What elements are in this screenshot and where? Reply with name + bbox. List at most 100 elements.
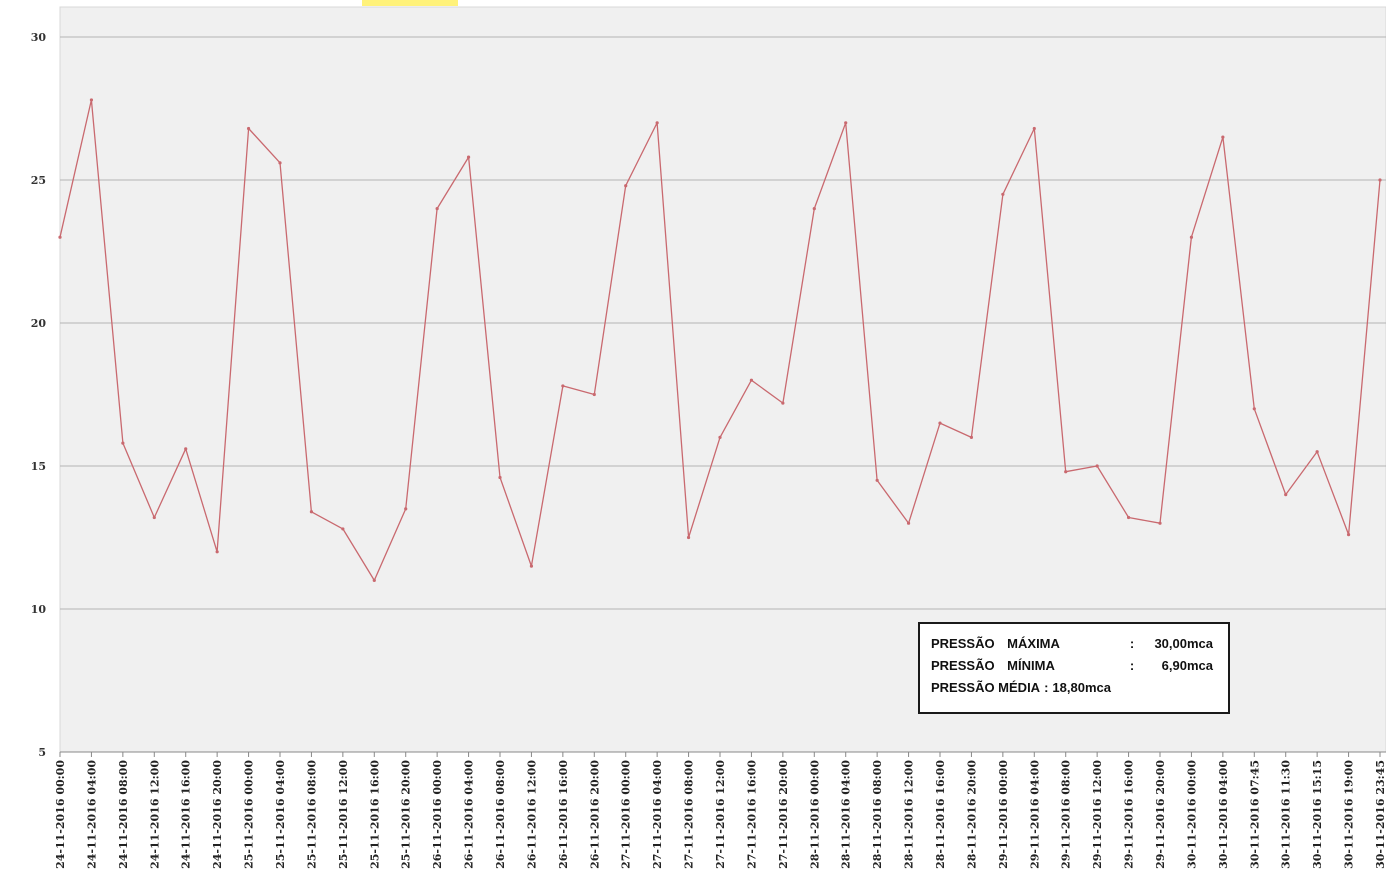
data-point — [435, 207, 439, 211]
data-point — [624, 184, 628, 188]
x-tick-label: 27-11-2016 16:00 — [745, 760, 758, 869]
x-tick-label: 27-11-2016 00:00 — [620, 760, 633, 869]
data-point — [1221, 135, 1225, 139]
data-point — [278, 161, 282, 165]
x-tick-label: 28-11-2016 08:00 — [871, 760, 884, 869]
y-tick-label: 15 — [31, 460, 46, 473]
x-tick-label: 24-11-2016 08:00 — [117, 760, 130, 869]
x-tick-label: 25-11-2016 00:00 — [243, 760, 256, 869]
x-tick-label: 30-11-2016 00:00 — [1185, 760, 1198, 869]
min-pressure-separator: : — [1129, 658, 1135, 673]
x-tick-label: 25-11-2016 20:00 — [400, 760, 413, 869]
y-tick-label: 25 — [31, 174, 46, 187]
max-pressure-value: 30,00mca — [1154, 636, 1213, 651]
x-tick-label: 30-11-2016 19:00 — [1343, 760, 1356, 869]
data-point — [781, 401, 785, 405]
data-point — [969, 435, 974, 439]
x-tick-label: 24-11-2016 04:00 — [85, 760, 98, 869]
x-tick-label: 30-11-2016 15:15 — [1311, 760, 1324, 869]
data-point — [246, 126, 251, 131]
x-tick-label: 25-11-2016 16:00 — [368, 760, 381, 869]
x-tick-label: 28-11-2016 00:00 — [808, 760, 821, 869]
x-tick-label: 29-11-2016 20:00 — [1154, 760, 1167, 869]
x-tick-label: 25-11-2016 04:00 — [274, 760, 287, 869]
data-point — [152, 515, 156, 520]
data-point — [89, 98, 94, 102]
data-point — [1001, 192, 1005, 196]
data-point — [529, 564, 534, 568]
data-point — [1095, 464, 1099, 468]
y-tick-label: 20 — [31, 317, 47, 330]
x-tick-label: 29-11-2016 16:00 — [1123, 760, 1136, 869]
data-point — [1032, 126, 1036, 131]
data-point — [844, 121, 848, 125]
x-tick-label: 30-11-2016 11:30 — [1280, 760, 1293, 869]
x-tick-label: 28-11-2016 16:00 — [934, 760, 947, 869]
data-point — [1189, 235, 1194, 239]
min-pressure-value: 6,90mca — [1161, 658, 1213, 673]
avg-pressure-value: 18,80mca — [1052, 680, 1111, 695]
x-tick-label: 26-11-2016 08:00 — [494, 760, 507, 869]
x-tick-label: 27-11-2016 12:00 — [714, 760, 727, 869]
x-tick-label: 30-11-2016 07:45 — [1248, 760, 1261, 869]
data-point — [686, 535, 691, 540]
data-point — [1252, 407, 1256, 411]
data-point — [906, 521, 911, 525]
avg-pressure-row: PRESSÃO MÉDIA : 18,80mca — [931, 677, 1218, 699]
avg-pressure-label: PRESSÃO MÉDIA — [931, 680, 1041, 695]
data-point — [812, 207, 816, 211]
data-point — [561, 384, 565, 388]
x-tick-label: 28-11-2016 20:00 — [965, 760, 978, 869]
x-tick-label: 24-11-2016 20:00 — [211, 760, 224, 869]
x-tick-label: 29-11-2016 00:00 — [997, 760, 1010, 869]
x-tick-label: 24-11-2016 16:00 — [180, 760, 193, 869]
x-tick-label: 25-11-2016 08:00 — [305, 760, 318, 869]
data-point — [215, 550, 219, 554]
data-point — [749, 378, 754, 382]
x-tick-label: 28-11-2016 12:00 — [903, 760, 916, 869]
x-tick-label: 26-11-2016 04:00 — [463, 760, 476, 869]
max-pressure-label: PRESSÃO MÁXIMA — [931, 636, 1060, 651]
data-point — [372, 578, 376, 583]
avg-pressure-separator: : — [1044, 680, 1049, 695]
x-tick-label: 27-11-2016 08:00 — [683, 760, 696, 869]
data-point — [404, 507, 408, 511]
data-point — [184, 447, 188, 451]
x-tick-label: 26-11-2016 12:00 — [525, 760, 538, 869]
data-point — [655, 121, 659, 125]
pressure-summary-box: PRESSÃO MÁXIMA : 30,00mca PRESSÃO MÍNIMA… — [918, 622, 1230, 714]
x-tick-label: 25-11-2016 12:00 — [337, 760, 350, 869]
data-point — [1378, 178, 1382, 182]
max-pressure-row: PRESSÃO MÁXIMA : 30,00mca — [931, 633, 1218, 655]
x-tick-label: 29-11-2016 08:00 — [1060, 760, 1073, 869]
data-point — [309, 510, 314, 514]
data-point — [341, 527, 345, 531]
x-tick-label: 29-11-2016 12:00 — [1091, 760, 1104, 869]
data-point — [466, 155, 471, 159]
data-point — [1064, 470, 1068, 474]
x-tick-label: 27-11-2016 04:00 — [651, 760, 664, 869]
data-point — [1346, 533, 1351, 537]
y-tick-label: 10 — [31, 603, 47, 616]
data-point — [1315, 450, 1319, 454]
y-tick-label: 5 — [38, 746, 46, 759]
y-tick-label: 30 — [31, 31, 47, 44]
data-point — [592, 392, 596, 397]
min-pressure-row: PRESSÃO MÍNIMA : 6,90mca — [931, 655, 1218, 677]
x-tick-label: 24-11-2016 00:00 — [54, 760, 67, 869]
data-point — [1284, 493, 1288, 497]
x-tick-label: 30-11-2016 23:45 — [1374, 760, 1386, 869]
x-tick-label: 24-11-2016 12:00 — [148, 760, 161, 869]
x-tick-label: 27-11-2016 20:00 — [777, 760, 790, 869]
data-point — [121, 441, 125, 445]
x-tick-label: 29-11-2016 04:00 — [1028, 760, 1041, 869]
x-tick-label: 26-11-2016 16:00 — [557, 760, 570, 869]
data-point — [875, 478, 879, 482]
data-point — [718, 435, 722, 439]
x-tick-label: 28-11-2016 04:00 — [840, 760, 853, 869]
data-point — [1158, 521, 1162, 525]
x-tick-label: 26-11-2016 20:00 — [588, 760, 601, 869]
max-pressure-separator: : — [1129, 636, 1135, 651]
